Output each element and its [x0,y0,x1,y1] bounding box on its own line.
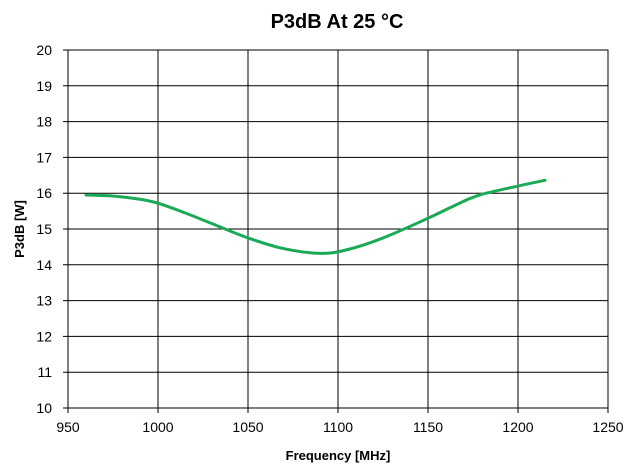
x-axis-ticks: 950 1000 1050 1100 1150 1200 1250 [56,419,623,435]
y-tick-label: 13 [36,293,52,309]
y-tick-label: 12 [36,328,52,344]
y-tick-label: 10 [36,400,52,416]
x-tick-label: 1100 [323,419,353,435]
chart-title: P3dB At 25 °C [271,11,404,33]
x-tick-label: 1050 [232,419,263,435]
x-tick-label: 1150 [413,419,443,435]
y-tick-label: 16 [36,185,52,201]
y-tick-label: 11 [37,364,52,380]
y-tick-label: 15 [36,221,52,237]
x-tick-label: 1250 [592,419,623,435]
x-tick-label: 1200 [502,419,533,435]
y-tick-label: 17 [36,149,52,165]
series-line-0 [84,178,547,255]
x-tick-label: 1000 [142,419,173,435]
y-tick-label: 14 [36,257,52,273]
y-tick-label: 20 [36,42,52,58]
y-axis-ticks: 10 11 12 13 14 15 16 17 18 19 20 [36,42,52,416]
x-axis-label: Frequency [MHz] [286,448,391,463]
y-axis-label: P3dB [W] [12,200,27,258]
y-tick-label: 19 [36,78,52,94]
x-tick-label: 950 [56,419,80,435]
series-group [84,178,547,255]
gridlines [63,49,609,413]
y-tick-label: 18 [36,114,52,130]
